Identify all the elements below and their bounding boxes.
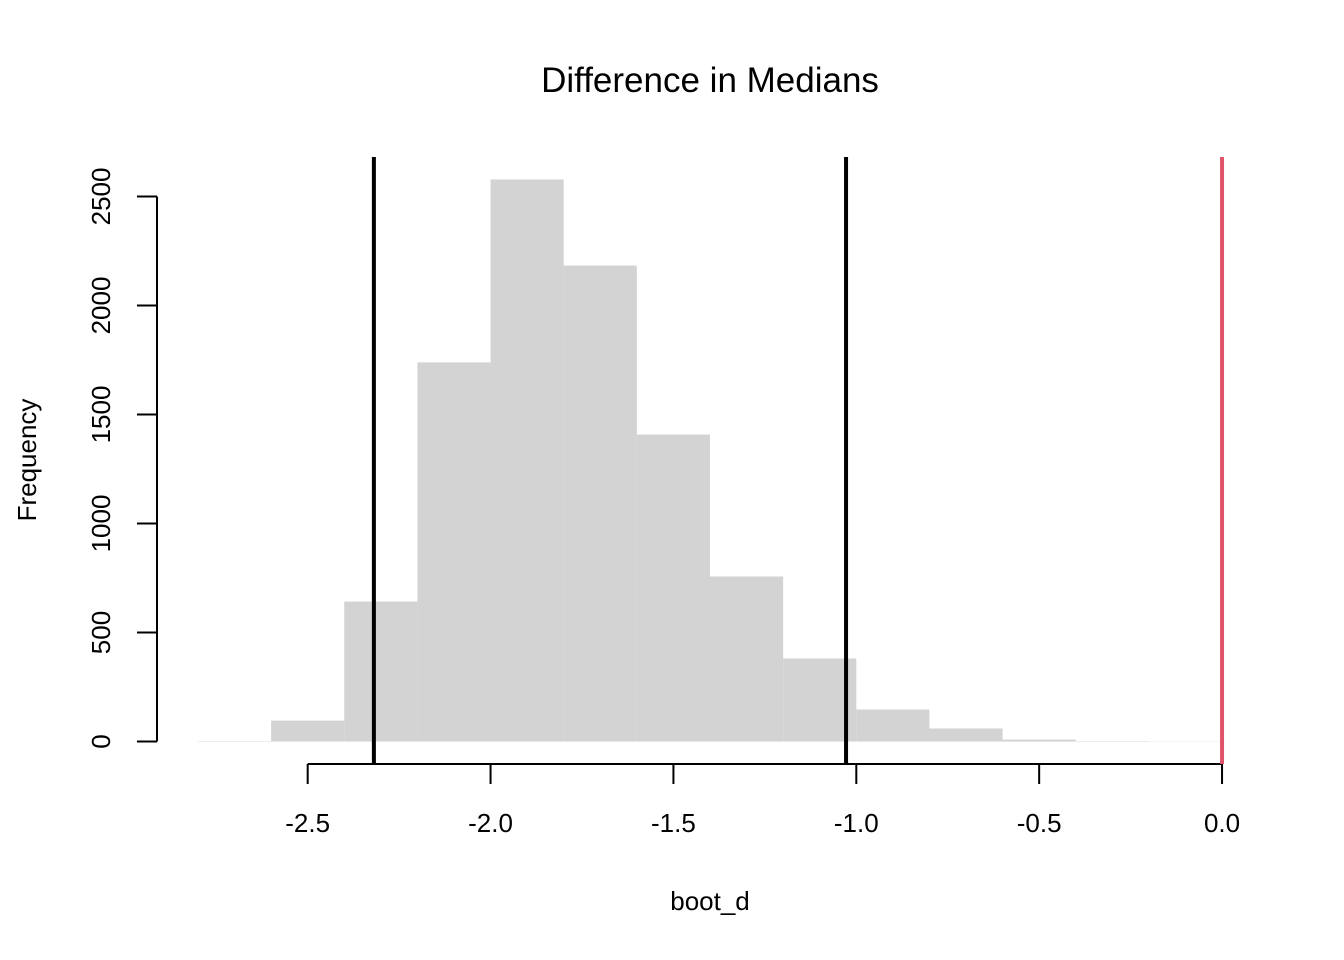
x-tick-label: -2.0 xyxy=(468,808,513,838)
x-tick-label: -1.5 xyxy=(651,808,696,838)
bar xyxy=(490,179,564,742)
y-tick-label: 1000 xyxy=(86,495,116,553)
x-axis-label: boot_d xyxy=(670,886,750,916)
y-tick-label: 500 xyxy=(86,611,116,654)
y-tick-label: 1500 xyxy=(86,386,116,444)
x-tick-label: -0.5 xyxy=(1017,808,1062,838)
bar xyxy=(563,265,637,742)
y-axis-label: Frequency xyxy=(12,399,42,522)
bar xyxy=(636,434,710,742)
y-tick-label: 2500 xyxy=(86,168,116,226)
bar xyxy=(271,720,345,742)
bar xyxy=(1002,739,1076,742)
x-tick-label: 0.0 xyxy=(1204,808,1240,838)
bar xyxy=(856,709,930,742)
bar xyxy=(929,728,1003,742)
x-tick-label: -1.0 xyxy=(834,808,879,838)
bar xyxy=(344,601,418,742)
y-tick-label: 2000 xyxy=(86,277,116,335)
chart-title: Difference in Medians xyxy=(541,61,879,100)
bar xyxy=(710,576,784,742)
x-tick-label: -2.5 xyxy=(285,808,330,838)
y-tick-label: 0 xyxy=(86,734,116,748)
bar xyxy=(417,362,491,742)
